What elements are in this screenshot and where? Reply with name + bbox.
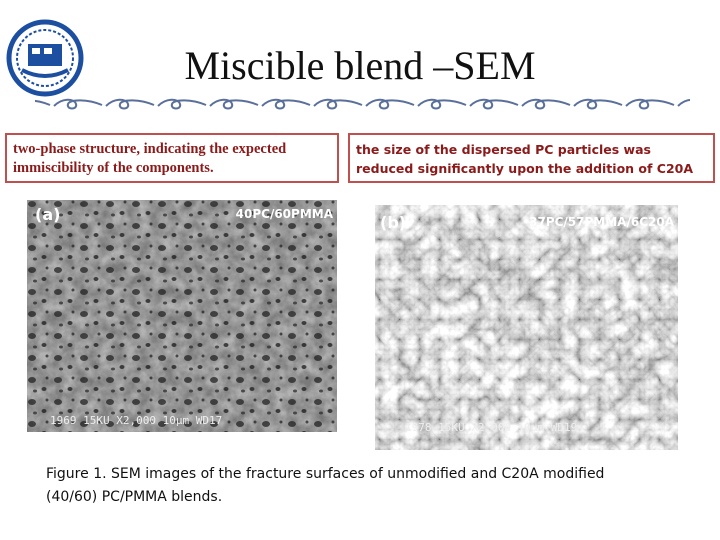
slide-title: Miscible blend –SEM (184, 43, 536, 88)
image-label: (b) (380, 213, 406, 232)
logo (6, 19, 84, 97)
sem-image-a (27, 200, 337, 432)
image-label: (a) (35, 205, 60, 224)
image-info: 1978 15KU X2,000 10µm WD19 (405, 421, 577, 434)
figure-caption: Figure 1. SEM images of the fracture sur… (46, 466, 605, 505)
image-sample: 37PC/57PMMA/6C20A (529, 215, 675, 229)
sem-image-b (375, 205, 678, 450)
note-box: the size of the dispersed PC particles w… (348, 133, 715, 183)
image-sample: 40PC/60PMMA (236, 207, 334, 221)
note-box: two-phase structure, indicating the expe… (5, 133, 339, 183)
image-info: 1969 15KU X2,000 10µm WD17 (50, 414, 222, 427)
divider (35, 95, 690, 111)
